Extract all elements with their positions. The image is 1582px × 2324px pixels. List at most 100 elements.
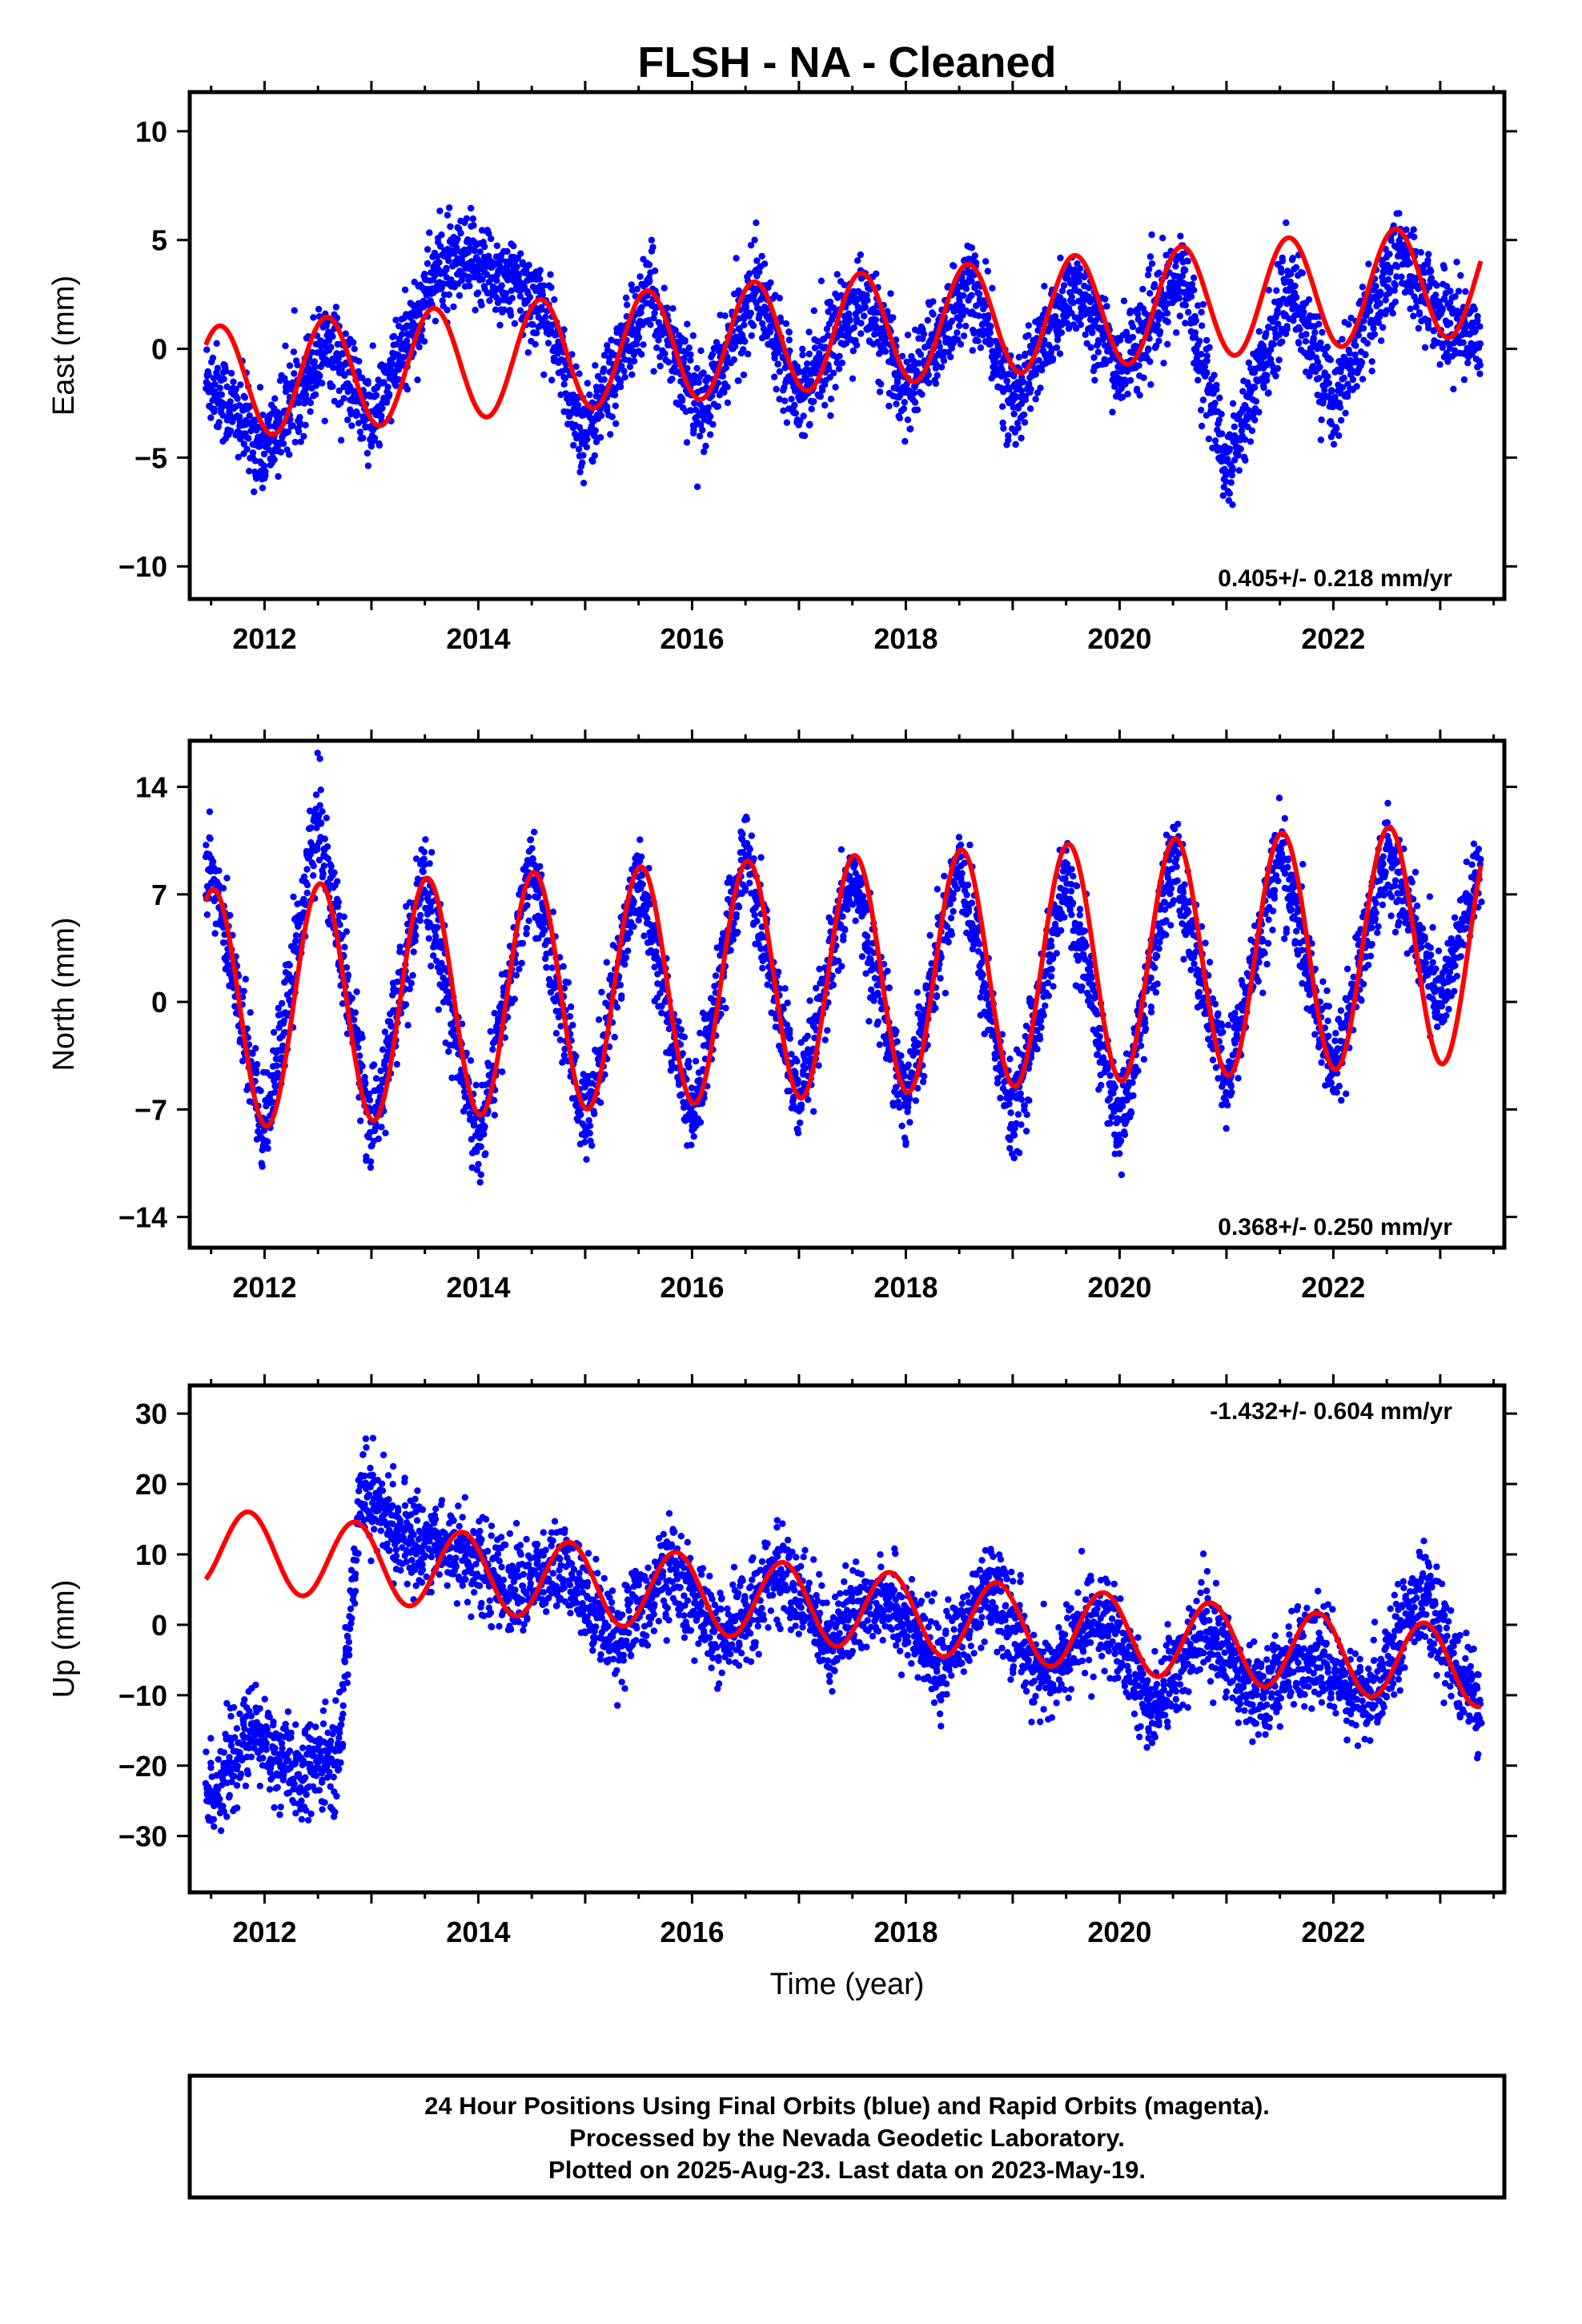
- east-data-point: [1200, 364, 1208, 371]
- north-data-point: [321, 835, 328, 842]
- east-data-point: [1228, 472, 1236, 479]
- east-data-point: [416, 344, 423, 351]
- east-data-point: [1094, 348, 1102, 356]
- east-data-point: [637, 309, 644, 316]
- east-data-point: [481, 243, 488, 251]
- east-data-point: [364, 377, 371, 385]
- east-data-point: [1058, 321, 1066, 328]
- east-data-point: [235, 453, 242, 460]
- east-data-point: [597, 434, 604, 441]
- east-data-point: [1000, 424, 1007, 432]
- east-data-point: [1342, 409, 1349, 417]
- east-data-point: [1199, 322, 1206, 329]
- east-data-point: [645, 261, 653, 268]
- east-data-point: [1263, 376, 1271, 384]
- east-data-point: [1242, 456, 1249, 464]
- east-data-point: [810, 307, 817, 315]
- north-data-point: [420, 848, 428, 856]
- east-data-point: [1026, 380, 1033, 388]
- east-data-point: [651, 309, 658, 317]
- east-data-point: [1036, 321, 1043, 328]
- east-data-point: [476, 248, 484, 255]
- east-data-point: [638, 351, 645, 358]
- north-data-point: [215, 867, 223, 875]
- east-data-point: [1367, 307, 1374, 315]
- east-data-point: [440, 280, 447, 287]
- east-data-point: [833, 359, 841, 367]
- north-data-point: [524, 893, 532, 901]
- east-data-point: [648, 236, 656, 243]
- east-data-point: [355, 357, 363, 365]
- north-data-point: [516, 966, 523, 973]
- east-y-axis-label: East (mm): [47, 275, 81, 416]
- east-data-point: [643, 300, 650, 307]
- north-data-point: [482, 1150, 489, 1157]
- east-data-point: [1407, 305, 1414, 312]
- east-data-point: [246, 468, 253, 475]
- east-data-point: [649, 243, 656, 251]
- east-data-point: [1198, 422, 1206, 430]
- east-data-point: [438, 231, 445, 239]
- east-data-point: [1164, 318, 1171, 326]
- east-data-point: [444, 211, 452, 219]
- east-data-point: [1476, 361, 1484, 368]
- east-data-point: [354, 410, 361, 418]
- east-data-point: [1058, 287, 1066, 295]
- east-data-point: [291, 370, 298, 377]
- east-data-point: [1063, 312, 1070, 320]
- east-data-point: [1003, 377, 1010, 384]
- east-data-point: [1424, 256, 1431, 264]
- east-data-point: [230, 378, 237, 385]
- north-data-point: [253, 1060, 261, 1068]
- east-data-point: [672, 327, 679, 334]
- east-data-point: [1025, 322, 1033, 329]
- east-data-point: [1146, 358, 1154, 365]
- east-data-point: [836, 352, 843, 360]
- east-data-point: [1440, 264, 1448, 272]
- east-data-point: [1195, 376, 1202, 384]
- east-data-point: [1134, 310, 1142, 318]
- east-data-point: [753, 219, 760, 227]
- east-data-point: [849, 375, 857, 382]
- east-data-point: [1086, 316, 1094, 324]
- east-data-point: [1219, 492, 1227, 499]
- east-data-point: [661, 284, 668, 292]
- east-data-point: [950, 263, 958, 270]
- east-data-point: [1022, 350, 1029, 358]
- east-data-point: [1198, 308, 1205, 316]
- east-data-point: [1191, 329, 1199, 336]
- east-data-point: [1410, 226, 1417, 233]
- east-data-point: [1146, 253, 1154, 260]
- east-data-point: [897, 392, 904, 399]
- east-data-point: [811, 344, 819, 352]
- east-data-point: [485, 252, 492, 259]
- east-data-point: [586, 391, 593, 399]
- east-data-point: [551, 296, 558, 304]
- east-data-point: [600, 365, 608, 372]
- east-data-point: [241, 394, 249, 401]
- east-data-point: [1056, 350, 1064, 357]
- east-data-point: [1119, 393, 1126, 400]
- north-data-point: [393, 1060, 400, 1068]
- east-data-point: [1452, 293, 1459, 300]
- north-data-point: [286, 962, 293, 969]
- east-data-point: [669, 376, 676, 383]
- east-data-point: [540, 282, 548, 289]
- east-data-point: [1087, 344, 1094, 352]
- chart-title: FLSH - NA - Cleaned: [637, 38, 1056, 86]
- east-x-tick-label: 2022: [1301, 622, 1365, 655]
- north-data-point: [362, 1080, 369, 1088]
- east-data-point: [1417, 249, 1425, 256]
- east-data-point: [279, 440, 287, 448]
- north-data-point: [203, 842, 210, 849]
- north-data-point: [523, 930, 530, 938]
- east-data-point: [1391, 281, 1399, 289]
- east-data-point: [911, 399, 919, 406]
- north-data-point: [370, 1061, 378, 1068]
- east-data-point: [347, 410, 355, 418]
- east-data-point: [1000, 388, 1007, 396]
- east-data-point: [1263, 372, 1271, 379]
- east-data-point: [1460, 339, 1467, 346]
- east-data-point: [1199, 300, 1207, 308]
- east-data-point: [1265, 389, 1272, 396]
